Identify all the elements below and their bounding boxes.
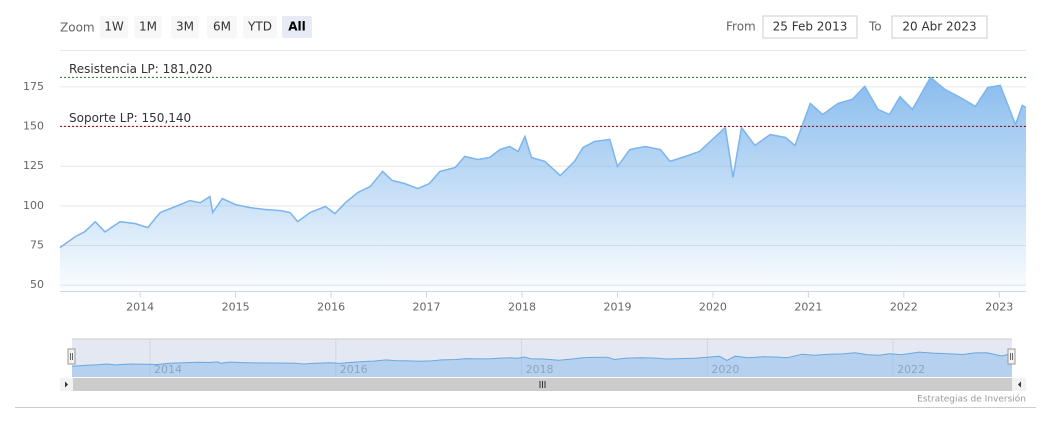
to-label: To [868, 20, 882, 34]
zoom-button[interactable] [282, 16, 312, 38]
handle-grip [70, 353, 73, 360]
navigator-tick-label: 2014 [154, 363, 182, 376]
navigator-line [71, 351, 1013, 367]
x-tick-label: 2022 [890, 301, 918, 314]
zoom-button[interactable] [243, 16, 277, 38]
x-tick-label: 2019 [603, 301, 631, 314]
to-date[interactable]: 20 Abr 2023 [902, 20, 976, 34]
area-line [59, 76, 1027, 249]
zoom-label: Zoom [60, 21, 95, 35]
zoom-button[interactable] [171, 16, 199, 38]
scroll-left[interactable] [65, 381, 68, 388]
zoom-button-label[interactable]: 1M [139, 20, 157, 34]
navigator-tick-label: 2020 [711, 363, 739, 376]
from-input[interactable] [762, 15, 858, 39]
x-tick-label: 2017 [413, 301, 441, 314]
x-tick-label: 2023 [985, 301, 1013, 314]
zoom-button-label[interactable]: 1W [104, 20, 124, 34]
y-tick-label: 125 [23, 159, 44, 172]
zoom-button[interactable] [134, 16, 162, 38]
x-tick-label: 2015 [222, 301, 250, 314]
y-tick-label: 75 [30, 239, 44, 252]
navigator-handle[interactable] [67, 348, 76, 365]
from-label: From [726, 20, 756, 34]
x-tick-label: 2021 [794, 301, 822, 314]
plot-line-label: Soporte LP: 150,140 [69, 111, 191, 125]
x-tick-label: 2018 [508, 301, 536, 314]
navigator-selection [72, 339, 1012, 377]
from-date[interactable]: 25 Feb 2013 [773, 20, 848, 34]
navigator-tick-label: 2016 [340, 363, 368, 376]
credit: Estrategias de Inversión [917, 394, 1026, 405]
zoom-button[interactable] [100, 16, 128, 38]
scroll-right[interactable] [1018, 381, 1021, 388]
navigator-tick-label: 2018 [526, 363, 554, 376]
scrollbar-grip [539, 381, 546, 388]
zoom-button-label[interactable]: YTD [247, 20, 272, 34]
navigator-area [72, 352, 1012, 377]
x-tick-label: 2020 [699, 301, 727, 314]
x-tick-label: 2014 [126, 301, 154, 314]
navigator-handle[interactable] [1007, 348, 1016, 365]
x-tick-label: 2016 [317, 301, 345, 314]
y-tick-label: 100 [23, 199, 44, 212]
zoom-button-label[interactable]: 3M [176, 20, 194, 34]
y-tick-label: 150 [23, 120, 44, 133]
zoom-button-label[interactable]: All [288, 20, 306, 34]
area-fill [60, 77, 1026, 292]
zoom-button-label[interactable]: 6M [213, 20, 231, 34]
handle-grip [1010, 353, 1013, 360]
plot-line-label: Resistencia LP: 181,020 [69, 62, 212, 76]
navigator-tick-label: 2022 [897, 363, 925, 376]
zoom-button[interactable] [207, 16, 237, 38]
y-tick-label: 50 [30, 278, 44, 291]
to-input[interactable] [891, 15, 988, 39]
y-tick-label: 175 [23, 80, 44, 93]
